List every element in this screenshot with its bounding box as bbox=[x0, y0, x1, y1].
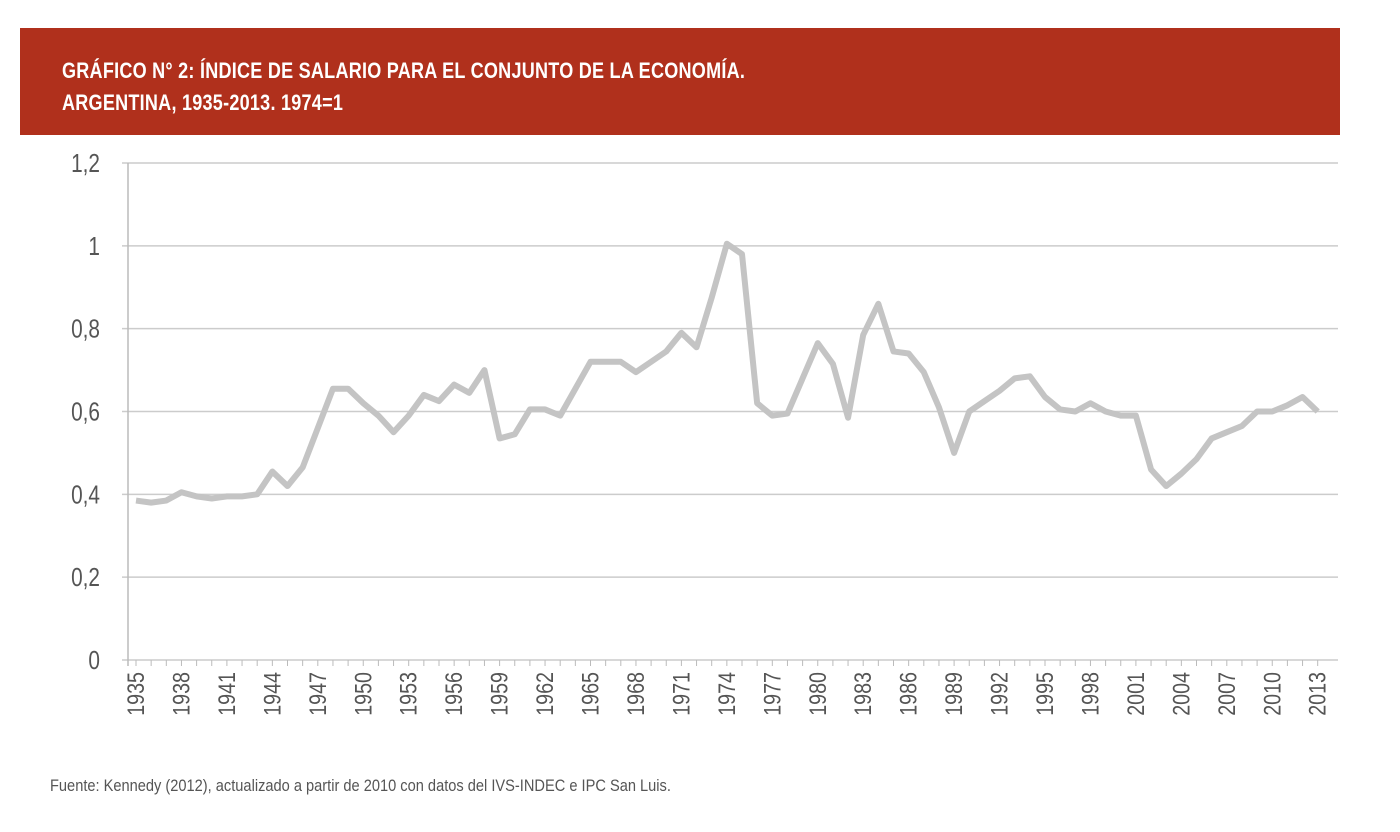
y-tick-label: 0,6 bbox=[71, 397, 100, 426]
y-tick-label: 0,4 bbox=[71, 480, 100, 509]
y-tick-label: 0,8 bbox=[71, 314, 100, 343]
x-tick-label: 1962 bbox=[531, 672, 558, 716]
x-tick-label: 1989 bbox=[940, 672, 967, 716]
chart-title-banner: GRÁFICO N° 2: ÍNDICE DE SALARIO PARA EL … bbox=[20, 28, 1340, 135]
x-tick-label: 1965 bbox=[577, 672, 604, 716]
x-tick-label: 1968 bbox=[622, 672, 649, 716]
x-tick-label: 1956 bbox=[440, 672, 467, 716]
x-tick-label: 1974 bbox=[713, 672, 740, 716]
x-tick-label: 1992 bbox=[986, 672, 1013, 716]
x-tick-label: 1941 bbox=[213, 672, 240, 716]
x-tick-label: 1995 bbox=[1031, 672, 1058, 716]
x-tick-label: 1983 bbox=[849, 672, 876, 716]
series-line-salario bbox=[135, 240, 1320, 506]
y-tick-label: 0,2 bbox=[71, 563, 100, 592]
x-tick-label: 1998 bbox=[1077, 672, 1104, 716]
x-tick-label: 1971 bbox=[668, 672, 695, 716]
x-tick-label: 2013 bbox=[1304, 672, 1331, 716]
line-chart: 0 0,2 0,4 0,6 0,8 1 1,2 1935 1938 1941 1944 1947 195… bbox=[71, 149, 1338, 716]
x-tick-label: 1977 bbox=[758, 672, 785, 716]
x-tick-label: 1950 bbox=[349, 672, 376, 716]
x-tick-label: 1980 bbox=[804, 672, 831, 716]
x-tick-label: 2007 bbox=[1213, 672, 1240, 716]
chart-title-line1: GRÁFICO N° 2: ÍNDICE DE SALARIO PARA EL … bbox=[62, 58, 746, 83]
x-tick-label: 1953 bbox=[395, 672, 422, 716]
y-tick-label: 0 bbox=[88, 646, 100, 675]
x-tick-label: 1938 bbox=[168, 672, 195, 716]
x-tick-label: 2001 bbox=[1122, 672, 1149, 716]
x-tick-label: 1947 bbox=[304, 672, 331, 716]
y-tick-label: 1 bbox=[88, 232, 100, 261]
x-tick-label: 1959 bbox=[486, 672, 513, 716]
source-note: Fuente: Kennedy (2012), actualizado a pa… bbox=[50, 776, 671, 795]
x-tick-label: 1986 bbox=[895, 672, 922, 716]
chart-title-line2: ARGENTINA, 1935-2013. 1974=1 bbox=[62, 90, 344, 115]
y-tick-label: 1,2 bbox=[71, 149, 100, 178]
x-tick-label: 2010 bbox=[1258, 672, 1285, 716]
x-tick-label: 1935 bbox=[122, 672, 149, 716]
x-tick-label: 1944 bbox=[258, 672, 285, 716]
x-tick-label: 2004 bbox=[1167, 672, 1194, 716]
